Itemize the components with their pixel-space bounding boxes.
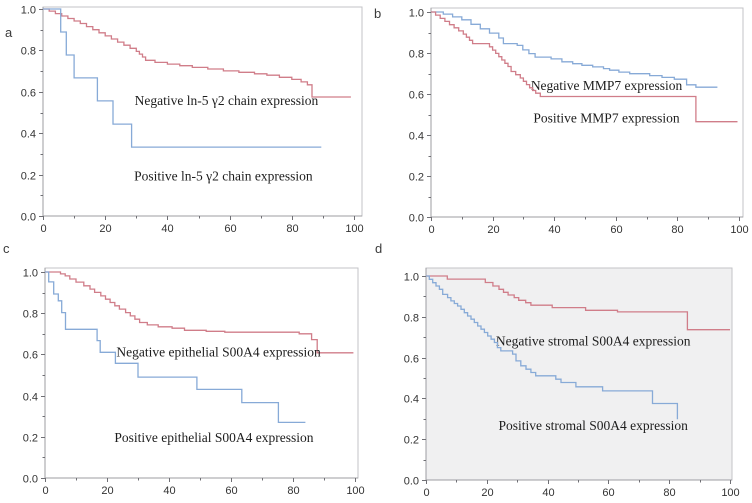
km-plot-b: 0.0 0.2 0.4 0.6 0.8 1.0 0 20 40 60 80 100 Negative M… <box>409 7 749 236</box>
y-tick-label: 0.2 <box>409 172 424 184</box>
series-annotation-negative-expression: Negative ln-5 γ2 chain expression <box>135 93 319 108</box>
km-plot-a: 0.0 0.2 0.4 0.6 0.8 1.0 0 20 40 60 80 100 Negative l… <box>21 5 364 236</box>
y-tick-label: 1.0 <box>23 268 38 280</box>
y-tick-label: 0.2 <box>404 435 419 447</box>
x-tick-label: 0 <box>423 487 429 499</box>
panel-label-d: d <box>375 241 383 256</box>
y-tick-label: 0.8 <box>23 309 38 321</box>
km-curve-positive-expression-blue <box>43 8 322 148</box>
km-plot-d: 0.0 0.2 0.4 0.6 0.8 1.0 0 20 40 60 80 100 Negative s… <box>404 267 740 499</box>
x-tick-label: 40 <box>161 223 173 235</box>
y-tick-label: 0.4 <box>21 129 36 141</box>
x-tick-label: 60 <box>602 487 614 499</box>
y-tick-label: 0.0 <box>21 212 36 224</box>
y-tick-label: 0.0 <box>23 474 38 486</box>
plot-area <box>425 267 733 481</box>
x-tick-label: 100 <box>345 223 363 235</box>
series-annotation-negative-expression: Negative stromal S00A4 expression <box>496 333 691 348</box>
y-tick-label: 0.2 <box>21 171 36 183</box>
series-annotation-positive-expression: Positive epithelial S00A4 expression <box>114 430 313 445</box>
y-tick-label: 0.4 <box>409 131 424 143</box>
x-tick-label: 0 <box>428 224 434 236</box>
x-tick-label: 80 <box>663 487 675 499</box>
x-tick-label: 20 <box>487 224 499 236</box>
km-curve-negative-expression-red <box>426 275 730 331</box>
plot-area <box>44 267 359 479</box>
y-tick-label: 0.0 <box>409 213 424 225</box>
panel-label-a: a <box>5 25 13 40</box>
km-curve-positive-expression-blue <box>426 275 679 420</box>
series-annotation-positive-expression: Positive stromal S00A4 expression <box>499 418 689 433</box>
series-annotation-positive-expression: Positive ln-5 γ2 chain expression <box>134 169 313 184</box>
y-tick-label: 0.4 <box>23 392 38 404</box>
series-annotation-negative-expression: Negative MMP7 expression <box>531 78 683 93</box>
x-tick-label: 60 <box>224 223 236 235</box>
y-tick-label: 0.6 <box>409 90 424 102</box>
y-tick-label: 0.8 <box>21 46 36 58</box>
x-tick-label: 40 <box>163 485 175 497</box>
km-panel-c: 0.0 0.2 0.4 0.6 0.8 1.0 0 20 40 60 80 100 Negative e… <box>0 251 376 503</box>
plot-area <box>42 6 363 217</box>
x-tick-label: 20 <box>481 487 493 499</box>
km-panel-d: 0.0 0.2 0.4 0.6 0.8 1.0 0 20 40 60 80 100 Negative s… <box>376 251 752 503</box>
x-tick-label: 0 <box>40 223 46 235</box>
x-tick-label: 20 <box>101 485 113 497</box>
x-tick-label: 100 <box>346 485 364 497</box>
km-panel-b: 0.0 0.2 0.4 0.6 0.8 1.0 0 20 40 60 80 100 Negative M… <box>376 0 752 253</box>
km-curve-positive-expression-blue <box>45 271 306 424</box>
km-curve-negative-expression-red <box>43 8 351 98</box>
km-curve-positive-expression-red <box>431 11 738 123</box>
x-tick-label: 0 <box>42 485 48 497</box>
series-annotation-negative-expression: Negative epithelial S00A4 expression <box>116 344 321 359</box>
y-tick-label: 0.6 <box>23 350 38 362</box>
x-tick-label: 40 <box>548 224 560 236</box>
y-tick-label: 0.0 <box>404 476 419 488</box>
x-tick-label: 100 <box>721 487 739 499</box>
km-curve-negative-expression-blue <box>431 11 718 88</box>
y-tick-label: 1.0 <box>409 8 424 20</box>
y-tick-label: 0.4 <box>404 394 419 406</box>
km-panel-a: 0.0 0.2 0.4 0.6 0.8 1.0 0 20 40 60 80 100 Negative l… <box>0 0 376 253</box>
y-tick-label: 0.6 <box>21 88 36 100</box>
x-tick-label: 80 <box>287 485 299 497</box>
x-tick-label: 60 <box>225 485 237 497</box>
panel-label-b: b <box>374 6 382 21</box>
x-tick-label: 40 <box>542 487 554 499</box>
y-tick-label: 0.6 <box>404 354 419 366</box>
x-tick-label: 80 <box>671 224 683 236</box>
plot-area <box>430 7 744 218</box>
x-tick-label: 100 <box>730 224 748 236</box>
x-tick-label: 60 <box>610 224 622 236</box>
y-tick-label: 1.0 <box>404 272 419 284</box>
km-curve-negative-expression-red <box>45 271 354 354</box>
y-tick-label: 0.8 <box>409 49 424 61</box>
y-tick-label: 0.2 <box>23 433 38 445</box>
panel-label-c: c <box>3 241 10 256</box>
y-tick-label: 1.0 <box>21 5 36 17</box>
series-annotation-positive-expression: Positive MMP7 expression <box>533 111 680 126</box>
y-tick-label: 0.8 <box>404 313 419 325</box>
x-tick-label: 20 <box>99 223 111 235</box>
km-plot-c: 0.0 0.2 0.4 0.6 0.8 1.0 0 20 40 60 80 100 Negative e… <box>23 267 365 497</box>
x-tick-label: 80 <box>286 223 298 235</box>
